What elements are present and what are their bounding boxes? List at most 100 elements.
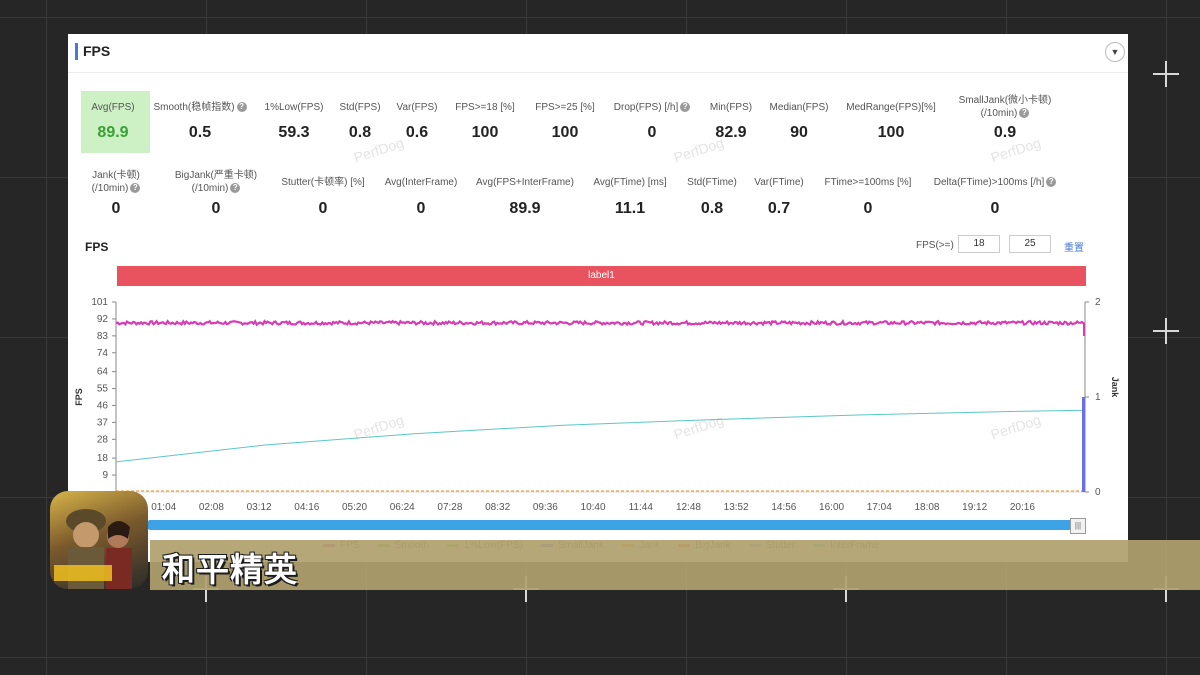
metric-row2-label: Avg(FPS+InterFrame)	[476, 177, 574, 188]
metric-row2-value: 11.1	[614, 200, 646, 217]
metric-row2-label: Avg(FTime) [ms]	[593, 177, 667, 188]
y-tick-label: 9	[102, 470, 108, 481]
x-tick-label: 20:16	[1010, 502, 1035, 513]
x-tick-label: 17:04	[867, 502, 892, 513]
y2-tick-label: 1	[1095, 392, 1101, 403]
chevron-down-icon[interactable]: ▼	[1105, 42, 1125, 62]
metric-row2-value: 0	[211, 200, 221, 217]
metric-row1-label: FPS>=18 [%]	[455, 102, 515, 113]
game-title: 和平精英	[162, 550, 298, 589]
label-bar[interactable]: label1	[117, 266, 1086, 286]
y-tick-label: 92	[97, 314, 109, 325]
y-axis-title: FPS	[74, 388, 84, 406]
panel-title: FPS	[83, 43, 111, 59]
metric-row1-value: 0	[647, 124, 657, 141]
metric-row1-label: Std(FPS)	[339, 102, 381, 113]
y-tick-label: 46	[97, 400, 109, 411]
help-icon[interactable]: ?	[236, 102, 247, 113]
x-tick-label: 04:16	[294, 502, 319, 513]
x-tick-label: 02:08	[199, 502, 224, 513]
metric-row1-label: Smooth(稳帧指数)?	[120, 101, 280, 114]
metric-row1-label: SmallJank(微小卡顿) (/10min)?	[958, 95, 1052, 119]
metric-row2-label: BigJank(严重卡顿) (/10min)?	[174, 170, 258, 194]
metric-row1-label: MedRange(FPS)[%]	[846, 102, 936, 113]
fps-panel: FPS ▼ PerfDog PerfDog PerfDog PerfDog Pe…	[68, 34, 1128, 562]
title-accent	[75, 43, 78, 60]
x-tick-label: 11:44	[629, 502, 654, 513]
help-icon[interactable]: ?	[680, 102, 691, 113]
metric-row2-value: 0.8	[700, 200, 724, 217]
y-tick-label: 64	[97, 367, 109, 378]
metric-row1-value: 100	[551, 124, 579, 141]
metric-row1-value: 82.9	[715, 124, 747, 141]
metric-row2-value: 0	[990, 200, 1000, 217]
metric-row1-value: 0.9	[993, 124, 1017, 141]
metric-row2-label: Jank(卡顿) (/10min)?	[91, 170, 141, 194]
plus-marker	[1153, 318, 1179, 344]
metric-row2-value: 0.7	[767, 200, 791, 217]
metric-row1-label: Median(FPS)	[769, 102, 829, 113]
metric-row2-label: Var(FTime)	[754, 177, 804, 188]
x-tick-label: 03:12	[247, 502, 272, 513]
x-tick-label: 18:08	[914, 502, 939, 513]
metric-row1-value: 0.8	[348, 124, 372, 141]
x-tick-label: 09:36	[533, 502, 558, 513]
threshold-input-1[interactable]: 18	[958, 235, 1000, 253]
x-tick-label: 16:00	[819, 502, 844, 513]
help-icon[interactable]: ?	[1046, 177, 1057, 188]
threshold-label: FPS(>=)	[916, 240, 954, 251]
metric-row1-value: 59.3	[278, 124, 310, 141]
y-tick-label: 83	[97, 331, 109, 342]
y-tick-label: 37	[97, 417, 109, 428]
metric-row1-label: Avg(FPS)	[91, 102, 135, 113]
reset-link[interactable]: 重置	[1064, 243, 1084, 254]
x-tick-label: 06:24	[390, 502, 415, 513]
metric-row1-value: 100	[471, 124, 499, 141]
game-app-icon	[50, 491, 148, 589]
avg-fps-highlight	[81, 91, 150, 153]
metric-row2-value: 89.9	[509, 200, 541, 217]
metric-row2-value: 0	[318, 200, 328, 217]
y2-tick-label: 0	[1095, 487, 1101, 498]
help-icon[interactable]: ?	[1019, 108, 1030, 119]
metric-row2-value: 0	[416, 200, 426, 217]
interframe-series-line	[115, 409, 1086, 463]
y-tick-label: 28	[97, 434, 109, 445]
plus-marker	[1153, 61, 1179, 87]
metric-row2-label: Std(FTime)	[687, 177, 737, 188]
metric-row1-label: Drop(FPS) [/h]?	[572, 101, 732, 114]
drag-handle-icon[interactable]: |||	[1070, 518, 1086, 534]
x-tick-label: 07:28	[437, 502, 462, 513]
y-tick-label: 55	[97, 384, 109, 395]
metric-row2-label: Stutter(卡顿率) [%]	[281, 177, 365, 188]
metric-row1-value: 0.5	[188, 124, 212, 141]
x-tick-label: 01:04	[151, 502, 176, 513]
smalljank-bar	[1082, 397, 1085, 492]
help-icon[interactable]: ?	[130, 183, 141, 194]
time-range-slider[interactable]	[148, 520, 1078, 530]
x-tick-label: 05:20	[342, 502, 367, 513]
y2-tick-label: 2	[1095, 297, 1101, 308]
y2-axis-title: Jank	[1110, 377, 1120, 399]
metric-row1-value: 90	[790, 124, 808, 141]
metric-row1-value: 89.9	[97, 124, 129, 141]
fps-series-line	[115, 318, 1086, 327]
help-icon[interactable]: ?	[230, 183, 241, 194]
x-tick-label: 13:52	[724, 502, 749, 513]
x-tick-label: 14:56	[771, 502, 796, 513]
metric-row2-value: 0	[863, 200, 873, 217]
metric-row2-label: FTime>=100ms [%]	[824, 177, 912, 188]
chart-title: FPS	[85, 240, 109, 254]
threshold-input-2[interactable]: 25	[1009, 235, 1051, 253]
metric-row1-label: 1%Low(FPS)	[264, 102, 324, 113]
metric-row2-value: 0	[111, 200, 121, 217]
metric-row1-label: Var(FPS)	[396, 102, 438, 113]
x-tick-label: 08:32	[485, 502, 510, 513]
y-tick-label: 74	[97, 348, 109, 359]
x-tick-label: 19:12	[962, 502, 987, 513]
panel-header: FPS ▼	[68, 34, 1128, 73]
x-tick-label: 12:48	[676, 502, 701, 513]
metric-row1-label: FPS>=25 [%]	[535, 102, 595, 113]
metric-row2-label: Delta(FTime)>100ms [/h]?	[915, 176, 1075, 189]
